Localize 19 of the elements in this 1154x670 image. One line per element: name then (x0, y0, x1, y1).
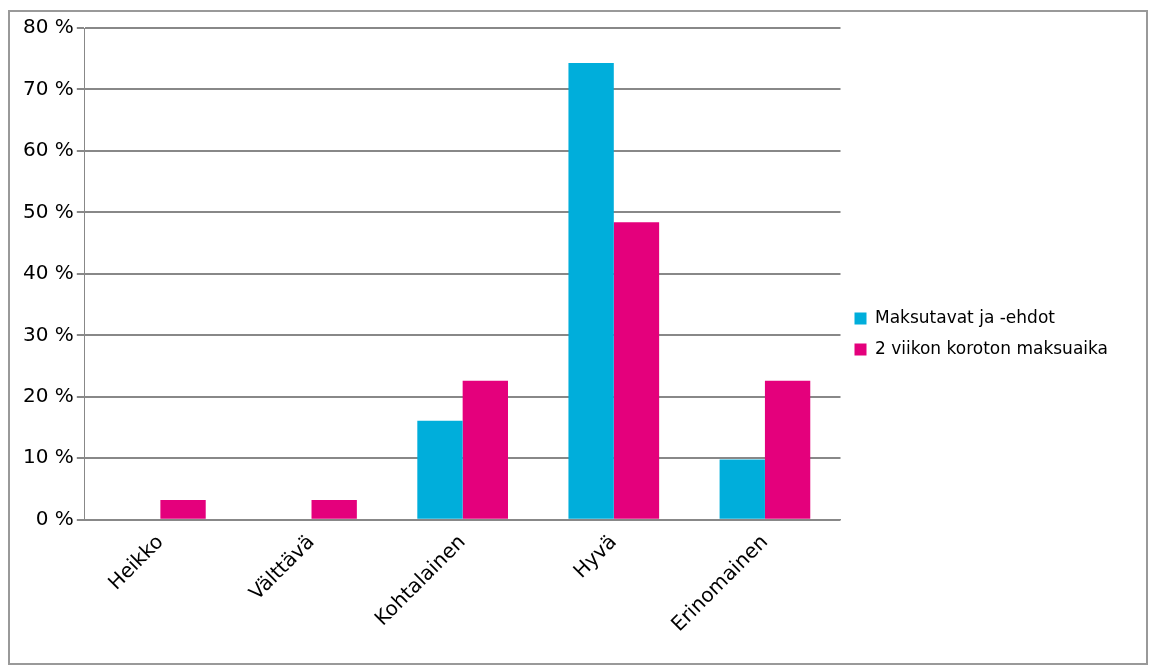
y-tick-label: 70 % (23, 75, 74, 100)
bar (462, 380, 508, 519)
bar (613, 222, 660, 519)
bar (311, 500, 357, 519)
y-tick-label: 10 % (23, 444, 74, 469)
y-tick-label: 50 % (23, 198, 74, 223)
bar (160, 500, 206, 519)
bar (417, 420, 463, 519)
bar (568, 63, 614, 519)
y-tick-label: 40 % (23, 260, 74, 285)
y-tick-label: 0 % (35, 505, 74, 530)
y-tick-label: 20 % (23, 383, 74, 408)
bar (719, 459, 765, 519)
y-tick-label: 30 % (23, 321, 74, 346)
legend-label: 2 viikon koroton maksuaika (875, 337, 1109, 358)
y-tick-label: 60 % (23, 137, 74, 162)
y-tick-label: 80 % (23, 14, 74, 39)
legend-label: Maksutavat ja -ehdot (875, 306, 1056, 327)
bar (764, 380, 811, 519)
